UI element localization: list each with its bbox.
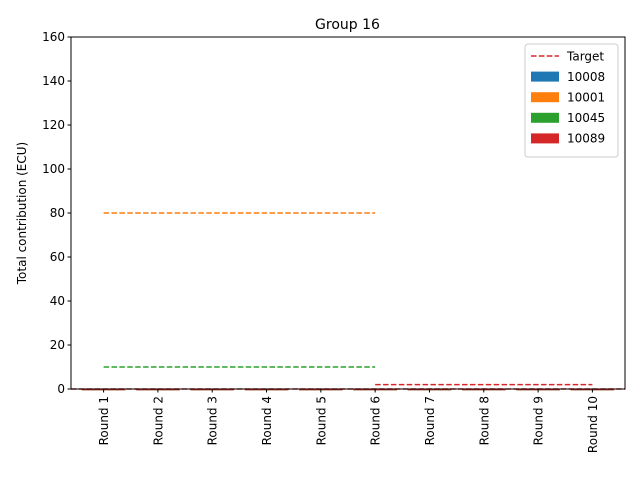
legend-label-10008: 10008 — [567, 70, 605, 84]
legend-swatch-10008 — [531, 71, 559, 82]
x-tick-label-4: Round 4 — [260, 396, 274, 445]
y-tick-label-80: 80 — [50, 206, 65, 220]
legend-label-10001: 10001 — [567, 91, 605, 105]
y-tick-label-0: 0 — [57, 382, 65, 396]
x-tick-label-2: Round 2 — [151, 396, 165, 445]
legend-label-10089: 10089 — [567, 132, 605, 146]
legend-swatch-10089 — [531, 133, 559, 144]
x-tick-label-9: Round 9 — [532, 396, 546, 445]
legend-swatch-10045 — [531, 112, 559, 123]
y-tick-label-120: 120 — [42, 118, 65, 132]
legend: Target 10008 10001 10045 10089 — [524, 43, 619, 158]
y-tick-label-20: 20 — [50, 338, 65, 352]
y-tick-label-140: 140 — [42, 74, 65, 88]
legend-label-Target: Target — [566, 49, 604, 63]
x-tick-label-3: Round 3 — [206, 396, 220, 445]
y-tick-label-160: 160 — [42, 30, 65, 44]
plot-area: 0 20 40 60 80 100 120 140 160 Round 1 Round 2 Round… — [42, 30, 626, 453]
x-tick-label-6: Round 6 — [369, 396, 383, 445]
chart-title: Group 16 — [315, 17, 380, 33]
legend-label-10045: 10045 — [567, 111, 605, 125]
y-tick-label-40: 40 — [50, 294, 65, 308]
legend-swatch-10001 — [531, 92, 559, 103]
y-tick-label-60: 60 — [50, 250, 65, 264]
x-tick-label-7: Round 7 — [423, 396, 437, 445]
x-tick-label-1: Round 1 — [97, 396, 111, 445]
y-tick-label-100: 100 — [42, 162, 65, 176]
x-tick-label-10: Round 10 — [586, 396, 600, 453]
x-tick-label-5: Round 5 — [314, 396, 328, 445]
y-axis-label: Total contribution (ECU) — [15, 142, 29, 286]
x-tick-label-8: Round 8 — [477, 396, 491, 445]
